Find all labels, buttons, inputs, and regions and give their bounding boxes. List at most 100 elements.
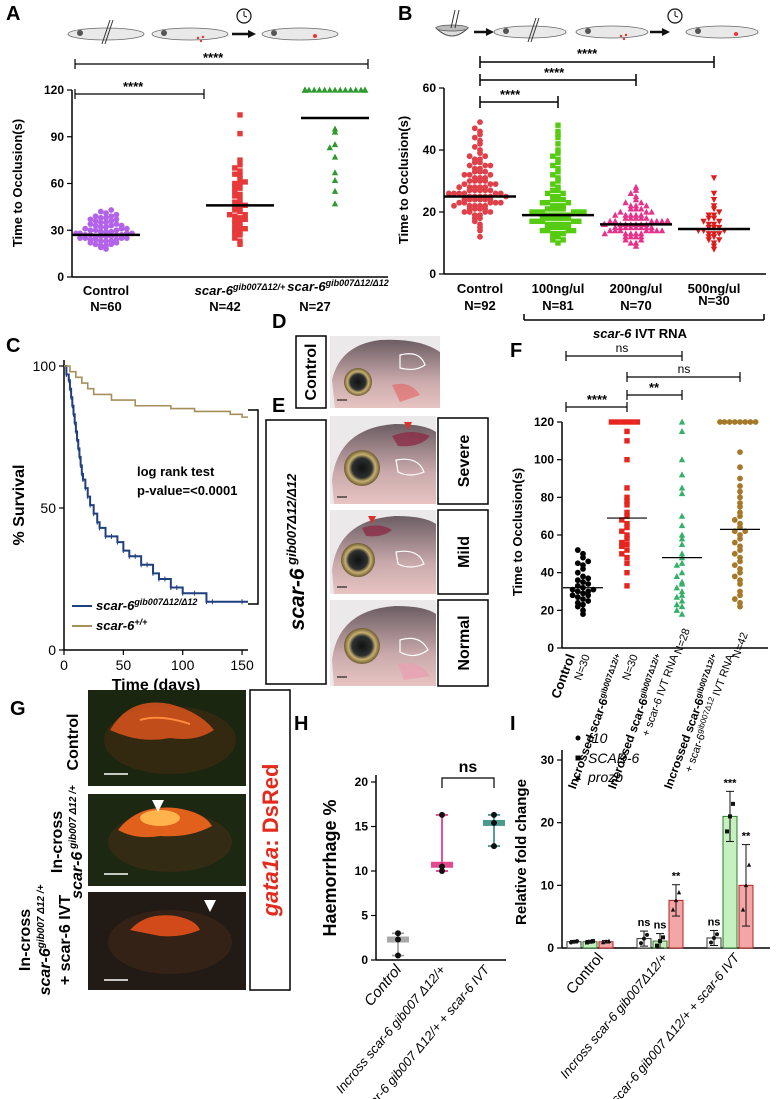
panel-b-point xyxy=(555,193,561,200)
panel-f-point xyxy=(574,547,581,553)
panel-b-point xyxy=(550,231,556,237)
panel-b-point xyxy=(658,217,666,224)
fish-head-control-image xyxy=(330,336,440,408)
panel-b-point xyxy=(617,208,624,215)
panel-b-point xyxy=(627,202,634,209)
panel-f-point xyxy=(624,494,630,501)
panel-a-point xyxy=(237,176,243,182)
panel-f-sig-incross-vs-ivt: ** xyxy=(649,380,660,395)
panel-i-replicate xyxy=(670,907,676,912)
panel-b-point xyxy=(487,187,494,194)
panel-f-point xyxy=(624,521,630,527)
panel-b-point xyxy=(477,147,483,153)
panel-f-point xyxy=(574,577,581,584)
panel-i-legend-f10: f10 xyxy=(588,730,608,746)
panel-e-row-severe: Severe xyxy=(456,435,473,488)
panel-a-sig-control-vs-het: **** xyxy=(123,79,144,94)
panel-a-point xyxy=(92,227,99,234)
panel-i-ytick-label: 20 xyxy=(541,816,555,830)
panel-b-point xyxy=(539,218,546,224)
panel-b-ytick-label: 0 xyxy=(429,267,436,281)
panel-b-point xyxy=(664,217,672,224)
panel-f-point xyxy=(580,550,586,557)
panel-a-point xyxy=(232,183,238,190)
panel-b-point xyxy=(570,209,577,215)
panel-f-point xyxy=(678,471,686,478)
panel-g-row-control: Control xyxy=(65,714,82,771)
panel-b-point xyxy=(471,184,478,191)
panel-a-point xyxy=(331,153,339,160)
panel-b-point xyxy=(544,227,551,234)
panel-b-point xyxy=(555,240,561,246)
panel-b-point xyxy=(716,218,723,225)
panel-b-point xyxy=(627,211,634,218)
panel-b-point xyxy=(627,190,634,196)
panel-h-ytick-label: 0 xyxy=(361,953,368,967)
panel-f-point xyxy=(737,581,743,587)
panel-a-point xyxy=(232,180,238,187)
panel-f-point xyxy=(673,593,680,600)
panel-f-point xyxy=(624,541,630,548)
panel-b-point xyxy=(638,199,645,206)
panel-c-xtick-label: 100 xyxy=(171,657,195,673)
panel-b-point xyxy=(461,171,468,178)
panel-b-point xyxy=(482,153,489,160)
panel-b-point xyxy=(550,172,556,178)
panel-f-point xyxy=(580,590,586,597)
panel-b-point xyxy=(550,162,556,169)
panel-b-point xyxy=(466,162,473,169)
panel-i-replicate xyxy=(645,932,649,937)
panel-h-point xyxy=(395,936,401,943)
panel-a-point xyxy=(232,235,238,241)
panel-f-point xyxy=(737,503,743,510)
panel-a-point xyxy=(242,179,248,185)
panel-b-point xyxy=(550,203,556,209)
panel-a-sig-control-vs-homo: **** xyxy=(203,50,224,65)
panel-f-point xyxy=(678,603,686,610)
panel-b-point xyxy=(622,211,629,218)
panel-f-point xyxy=(678,550,686,557)
panel-a-point xyxy=(237,205,243,212)
panel-c-ytick-label: 0 xyxy=(48,642,56,658)
panel-b-point xyxy=(456,190,463,197)
panel-b-point xyxy=(539,215,546,221)
panel-a-point xyxy=(92,213,99,220)
panel-b-point xyxy=(482,184,489,191)
panel-a-point xyxy=(232,218,238,224)
panel-b-point xyxy=(638,214,645,221)
panel-f-point xyxy=(580,601,586,608)
panel-h-point xyxy=(439,863,445,870)
panel-letter-a: A xyxy=(6,3,20,25)
panel-b-point xyxy=(456,184,463,191)
panel-b-point xyxy=(560,203,566,209)
panel-b-point xyxy=(560,224,566,231)
panel-b-point xyxy=(648,217,655,224)
panel-f-point xyxy=(678,597,686,604)
panel-b-point xyxy=(550,196,556,203)
panel-b-point xyxy=(544,221,551,228)
panel-i-sig-label: ns xyxy=(654,920,667,932)
panel-f-point xyxy=(678,535,686,542)
larva-schematic-b xyxy=(434,8,759,43)
panel-b-point xyxy=(539,200,546,206)
panel-i-replicate xyxy=(588,939,592,944)
panel-b-group-500: 500ng/ul xyxy=(688,281,741,296)
panel-a-point xyxy=(108,222,115,229)
panel-f-point xyxy=(624,502,630,508)
panel-a-point xyxy=(237,130,243,137)
panel-b-point xyxy=(612,224,619,231)
panel-b-point xyxy=(466,206,473,212)
panel-b-n-100: N=81 xyxy=(542,298,573,313)
panel-f-point xyxy=(731,539,738,546)
panel-i-replicate xyxy=(639,941,643,946)
panel-a-point xyxy=(103,214,109,221)
panel-b-group-100: 100ng/ul xyxy=(532,281,585,296)
fluorescence-incross-image xyxy=(88,794,246,886)
panel-b: 0 20 40 60 Time to Occlusion(s) **** **** *… xyxy=(396,8,766,341)
panel-a-point xyxy=(301,86,309,93)
panel-f-point xyxy=(624,569,630,576)
panel-a-point xyxy=(97,224,104,231)
panel-b-point xyxy=(550,187,556,193)
panel-a-point xyxy=(92,218,99,224)
panel-f-point xyxy=(737,547,743,553)
